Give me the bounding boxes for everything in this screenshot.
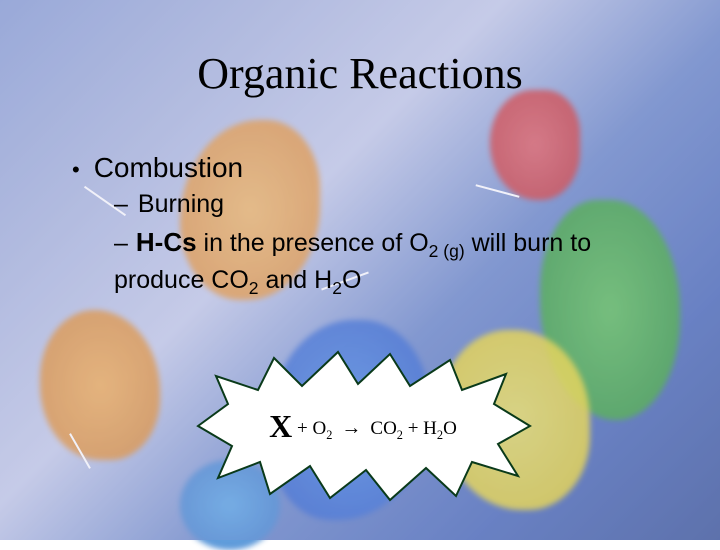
bullet-text: Burning — [138, 190, 224, 219]
dash-marker: – — [114, 190, 128, 219]
slide-body: • Combustion – Burning –H-Cs in the pres… — [72, 152, 670, 306]
equation-x: X — [269, 408, 292, 444]
bullet-burning: – Burning — [114, 190, 670, 219]
bullet-marker: • — [72, 156, 80, 184]
bullet-combustion: • Combustion — [72, 152, 670, 184]
bullet-hcs: –H-Cs in the presence of O2 (g) will bur… — [114, 225, 670, 300]
equation-arrow: → — [332, 417, 370, 439]
equation-co: CO — [370, 418, 396, 439]
slide: Organic Reactions • Combustion – Burning… — [0, 0, 720, 540]
dash-marker: – — [114, 229, 128, 257]
bullet-text-html: H-Cs in the presence of O2 (g) will burn… — [114, 229, 591, 294]
starburst-callout: X + O2 → CO2 + H2O — [178, 346, 548, 506]
equation-plus-h: + H — [403, 418, 437, 439]
combustion-equation: X + O2 → CO2 + H2O — [178, 408, 548, 445]
bullet-text: Combustion — [94, 152, 243, 184]
equation-plus-o: + O — [292, 418, 326, 439]
equation-o: O — [443, 418, 457, 439]
slide-title: Organic Reactions — [0, 48, 720, 99]
